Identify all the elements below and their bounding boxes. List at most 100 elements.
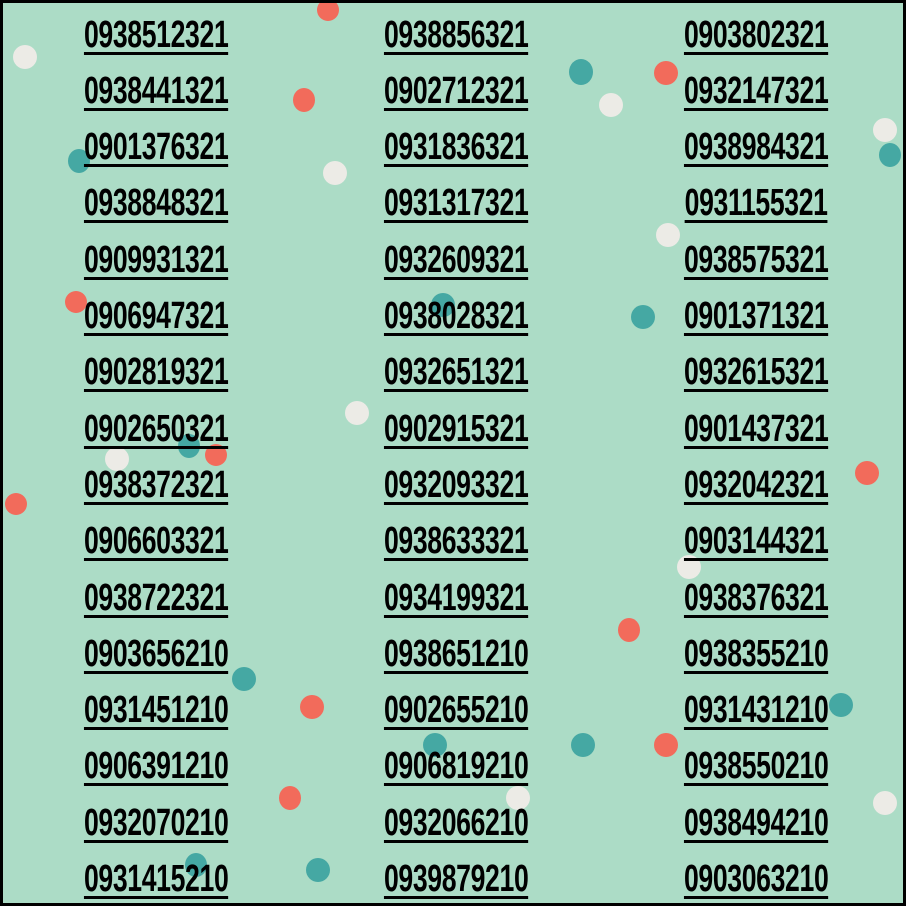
phone-number-cell: 0938376321 <box>606 571 903 627</box>
phone-number-link[interactable]: 0938372321 <box>83 463 229 506</box>
confetti-ball <box>279 786 301 810</box>
phone-number-cell: 0901437321 <box>606 402 903 458</box>
confetti-dot <box>569 59 593 85</box>
phone-number-link[interactable]: 0902650321 <box>83 407 229 450</box>
phone-number-cell: 0932615321 <box>606 346 903 402</box>
confetti-dot <box>873 118 897 142</box>
phone-number-cell: 0906819210 <box>306 740 606 796</box>
phone-number-link[interactable]: 0906819210 <box>383 745 529 788</box>
phone-number-cell: 0938856321 <box>306 8 606 64</box>
phone-number-link[interactable]: 0932070210 <box>83 801 229 844</box>
phone-number-cell: 0931836321 <box>306 121 606 177</box>
phone-number-link[interactable]: 0931836321 <box>383 126 529 169</box>
phone-number-cell: 0902650321 <box>6 402 306 458</box>
phone-number-link[interactable]: 0938651210 <box>383 632 529 675</box>
phone-number-link[interactable]: 0903656210 <box>83 632 229 675</box>
phone-number-link[interactable]: 0932609321 <box>383 238 529 281</box>
phone-number-link[interactable]: 0902915321 <box>383 407 529 450</box>
phone-number-link[interactable]: 0938028321 <box>383 295 529 337</box>
phone-number-link[interactable]: 0938494210 <box>683 801 829 844</box>
phone-number-cell: 0902712321 <box>306 64 606 120</box>
phone-number-cell: 0932147321 <box>606 64 903 120</box>
phone-number-link[interactable]: 0903802321 <box>683 13 829 56</box>
phone-number-link[interactable]: 0906391210 <box>83 745 229 788</box>
confetti-dot <box>656 223 680 247</box>
phone-number-link[interactable]: 0932042321 <box>683 463 829 506</box>
phone-number-link[interactable]: 0938633321 <box>383 520 529 563</box>
phone-number-cell: 0938494210 <box>606 796 903 852</box>
phone-number-cell: 0938512321 <box>6 8 306 64</box>
phone-number-link[interactable]: 0931317321 <box>383 182 529 225</box>
phone-number-link[interactable]: 0906947321 <box>83 295 229 337</box>
phone-number-link[interactable]: 0932147321 <box>683 69 829 112</box>
phone-number-cell: 0938355210 <box>606 627 903 683</box>
phone-number-cell: 0902819321 <box>6 346 306 402</box>
phone-number-cell: 0906947321 <box>6 290 306 346</box>
confetti-dot <box>599 93 623 117</box>
phone-number-link[interactable]: 0938376321 <box>683 576 829 619</box>
phone-number-link[interactable]: 0903063210 <box>683 858 829 900</box>
confetti-ball <box>205 444 227 466</box>
confetti-ball <box>654 733 678 757</box>
confetti-ball <box>618 618 640 642</box>
phone-number-link[interactable]: 0938984321 <box>683 126 829 169</box>
confetti-dot <box>105 447 129 471</box>
phone-number-cell: 0902655210 <box>306 684 606 740</box>
phone-number-link[interactable]: 0909931321 <box>83 238 229 281</box>
phone-number-link[interactable]: 0931415210 <box>83 858 229 900</box>
phone-number-link[interactable]: 0938550210 <box>683 745 829 788</box>
phone-number-link[interactable]: 0938575321 <box>683 238 829 281</box>
confetti-ball <box>293 88 315 112</box>
phone-number-link[interactable]: 0938355210 <box>683 632 829 675</box>
phone-number-cell: 0938372321 <box>6 458 306 514</box>
phone-number-cell: 0932042321 <box>606 458 903 514</box>
phone-number-cell: 0938575321 <box>606 233 903 289</box>
confetti-dot <box>873 791 897 815</box>
phone-number-link[interactable]: 0938441321 <box>83 69 229 112</box>
phone-number-link[interactable]: 0939879210 <box>383 858 529 900</box>
phone-number-cell: 0932066210 <box>306 796 606 852</box>
phone-number-cell: 0938722321 <box>6 571 306 627</box>
confetti-ball <box>5 493 27 515</box>
phone-number-link[interactable]: 0934199321 <box>383 576 529 619</box>
phone-number-cell: 0931451210 <box>6 684 306 740</box>
phone-number-link[interactable]: 0932651321 <box>383 351 529 394</box>
phone-number-cell: 0903802321 <box>606 8 903 64</box>
phone-number-link[interactable]: 0902712321 <box>383 69 529 112</box>
phone-number-cell: 0903656210 <box>6 627 306 683</box>
phone-number-link[interactable]: 0931155321 <box>684 182 828 225</box>
phone-number-link[interactable]: 0931451210 <box>83 689 229 732</box>
phone-number-cell: 0931317321 <box>306 177 606 233</box>
phone-number-link[interactable]: 0938856321 <box>383 13 529 56</box>
phone-number-link[interactable]: 0932615321 <box>683 351 829 394</box>
phone-number-link[interactable]: 0938722321 <box>83 576 229 619</box>
phone-number-link[interactable]: 0938512321 <box>83 13 229 56</box>
phone-number-link[interactable]: 0931431210 <box>683 689 829 732</box>
phone-number-cell: 0939879210 <box>306 853 606 904</box>
phone-number-link[interactable]: 0903144321 <box>683 520 829 563</box>
confetti-dot <box>345 401 369 425</box>
phone-number-cell: 0931431210 <box>606 684 903 740</box>
phone-number-link[interactable]: 0938848321 <box>83 182 229 225</box>
phone-number-cell: 0938441321 <box>6 64 306 120</box>
phone-number-link[interactable]: 0902819321 <box>83 351 229 394</box>
phone-number-link[interactable]: 0901376321 <box>83 126 229 169</box>
phone-number-link[interactable]: 0932066210 <box>383 801 529 844</box>
confetti-ball <box>317 3 339 21</box>
phone-number-cell: 0932093321 <box>306 458 606 514</box>
confetti-dot <box>306 858 330 882</box>
confetti-dot <box>232 667 256 691</box>
confetti-ball <box>300 695 324 719</box>
phone-number-cell: 0938984321 <box>606 121 903 177</box>
phone-number-link[interactable]: 0932093321 <box>383 463 529 506</box>
phone-number-link[interactable]: 0902655210 <box>383 689 529 732</box>
phone-number-cell: 0938028321 <box>306 290 606 346</box>
phone-number-link[interactable]: 0901371321 <box>683 295 829 337</box>
phone-number-link[interactable]: 0901437321 <box>683 407 829 450</box>
phone-number-cell: 0932609321 <box>306 233 606 289</box>
confetti-dot <box>829 693 853 717</box>
phone-number-cell: 0901371321 <box>606 290 903 346</box>
phone-number-cell: 0903144321 <box>606 515 903 571</box>
phone-number-link[interactable]: 0906603321 <box>83 520 229 563</box>
